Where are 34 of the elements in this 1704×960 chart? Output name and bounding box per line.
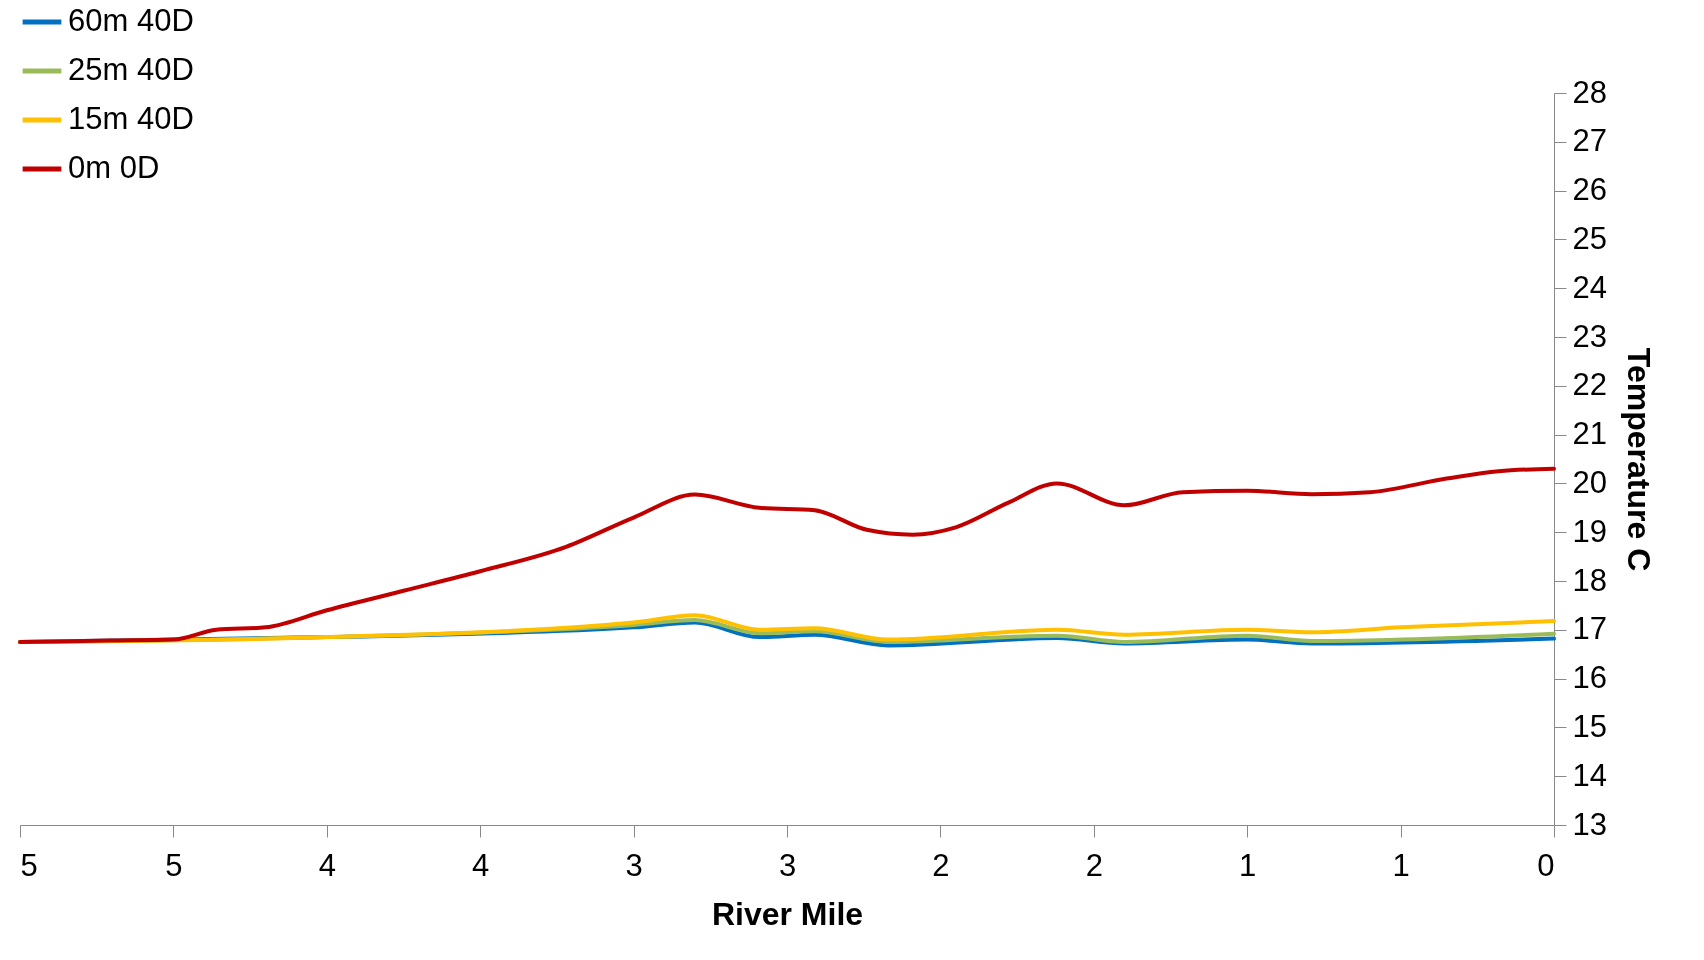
y-tick-label: 15 — [1572, 708, 1607, 744]
y-tick-label: 17 — [1572, 611, 1607, 647]
x-tick-label: 2 — [932, 847, 950, 883]
x-tick-label: 1 — [1392, 847, 1410, 883]
y-tick-label: 27 — [1572, 123, 1607, 159]
x-tick-label: 4 — [472, 847, 490, 883]
legend-label: 0m 0D — [68, 150, 160, 185]
y-tick-label: 19 — [1572, 513, 1607, 549]
x-tick-label: 2 — [1085, 847, 1103, 883]
y-tick-label: 21 — [1572, 416, 1607, 452]
x-tick-label: 0 — [1537, 847, 1555, 883]
y-tick-label: 28 — [1572, 74, 1607, 110]
x-tick-label: 3 — [778, 847, 797, 883]
y-tick-label: 25 — [1572, 220, 1607, 256]
y-tick-label: 18 — [1572, 562, 1607, 598]
legend-label: 25m 40D — [68, 52, 194, 87]
x-axis-title: River Mile — [711, 895, 864, 932]
y-axis-title: Temperature C — [1620, 347, 1657, 572]
y-tick-label: 23 — [1572, 318, 1607, 354]
x-tick-label: 1 — [1239, 847, 1257, 883]
x-tick-label: 4 — [318, 847, 336, 883]
y-tick-label: 24 — [1572, 269, 1607, 305]
legend-label: 15m 40D — [68, 101, 194, 136]
y-tick-label: 22 — [1572, 367, 1607, 403]
y-tick-label: 26 — [1572, 172, 1607, 208]
y-tick-label: 20 — [1572, 464, 1607, 500]
y-tick-label: 16 — [1572, 660, 1607, 696]
x-tick-label: 5 — [20, 847, 38, 883]
y-tick-label: 13 — [1572, 806, 1607, 842]
line-series — [18, 466, 1556, 644]
x-tick-label: 5 — [165, 847, 183, 883]
x-tick-label: 3 — [625, 847, 643, 883]
y-tick-label: 14 — [1572, 757, 1607, 793]
legend-label: 60m 40D — [68, 3, 194, 38]
